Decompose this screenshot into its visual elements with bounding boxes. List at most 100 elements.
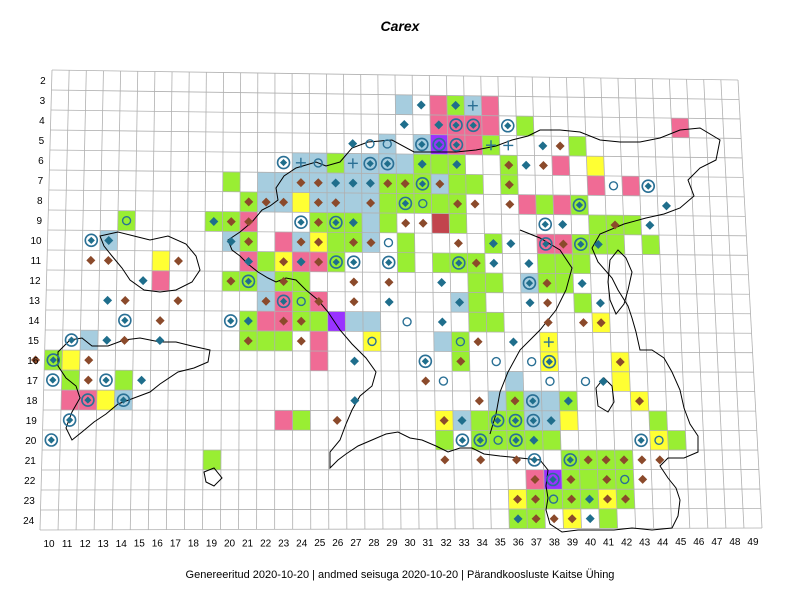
marker-diamond-brown <box>296 336 306 346</box>
column-label: 19 <box>206 539 218 550</box>
marker-plus <box>503 140 514 151</box>
marker-ring-diamond <box>573 237 588 252</box>
marker-diamond-brown <box>615 357 625 367</box>
row-label: 19 <box>26 416 38 427</box>
grid-square-green <box>468 312 487 333</box>
column-label: 38 <box>549 538 561 549</box>
marker-circle <box>654 435 664 445</box>
column-label: 43 <box>639 537 651 548</box>
row-label: 9 <box>37 216 43 227</box>
marker-diamond-brown <box>261 197 271 207</box>
grid-square-blue <box>80 330 99 351</box>
grid-square-blue <box>541 391 560 411</box>
marker-diamond-brown <box>366 238 376 248</box>
marker-ring-diamond <box>46 353 61 367</box>
column-label: 34 <box>477 538 489 549</box>
marker-diamond-blue <box>349 356 359 366</box>
marker-diamond-brown <box>470 199 480 209</box>
marker-ring-diamond <box>522 276 537 290</box>
marker-diamond-brown <box>504 180 514 190</box>
grid-line-vertical <box>531 76 546 529</box>
grid-square-pink <box>310 351 328 371</box>
grid-square-blue <box>345 311 364 332</box>
grid-line-horizontal <box>41 488 760 491</box>
marker-diamond-blue <box>348 178 358 188</box>
marker-diamond-blue <box>513 514 523 524</box>
grid-square-green <box>488 430 508 451</box>
grid-square-green <box>615 469 635 490</box>
marker-diamond-blue <box>226 236 236 246</box>
marker-circle <box>382 139 392 149</box>
grid-square-green <box>516 116 534 136</box>
marker-diamond-blue <box>137 375 147 385</box>
grid-line-vertical <box>147 71 156 530</box>
island-west-small <box>99 231 201 293</box>
grid-square-green <box>292 410 311 431</box>
marker-diamond-brown <box>601 455 611 465</box>
grid-line-vertical <box>566 77 582 529</box>
grid-square-pink <box>518 194 537 215</box>
grid-line-vertical <box>737 79 763 529</box>
marker-diamond-brown <box>296 178 306 188</box>
map-title: Carex <box>380 18 420 34</box>
marker-diamond-brown <box>566 474 576 484</box>
marker-diamond-blue <box>417 159 427 169</box>
marker-diamond-brown <box>296 237 306 247</box>
grid-line-vertical <box>548 77 564 529</box>
marker-diamond-blue <box>488 239 498 249</box>
row-label: 4 <box>39 116 45 127</box>
lake-large <box>607 249 633 315</box>
marker-diamond-blue <box>350 396 360 406</box>
marker-diamond-brown <box>567 494 577 504</box>
column-label: 46 <box>693 537 705 548</box>
marker-ring-diamond <box>415 137 429 152</box>
marker-ring-diamond <box>539 237 553 251</box>
column-label: 27 <box>350 538 362 549</box>
marker-circle <box>296 296 306 307</box>
marker-ring-diamond <box>452 256 466 270</box>
column-label: 45 <box>675 537 687 548</box>
marker-diamond-brown <box>313 217 323 227</box>
marker-ring-diamond <box>381 255 396 270</box>
marker-diamond-brown <box>435 179 445 189</box>
grid-square-pink <box>310 331 328 352</box>
marker-ring-diamond <box>418 354 433 369</box>
grid-square-pink <box>481 95 499 116</box>
marker-diamond-brown <box>453 199 463 209</box>
marker-ring-diamond <box>329 255 343 269</box>
row-label: 20 <box>25 436 37 447</box>
grid-square-green <box>667 430 687 451</box>
marker-ring-diamond <box>276 155 291 170</box>
grid-line-vertical <box>480 76 492 529</box>
marker-ring-diamond <box>81 393 95 407</box>
row-label: 14 <box>28 316 40 327</box>
marker-diamond-brown <box>244 237 254 247</box>
marker-diamond-blue <box>598 377 608 387</box>
marker-ring-diamond <box>363 156 377 171</box>
grid-line-vertical <box>291 73 294 530</box>
marker-diamond-blue <box>416 100 426 110</box>
marker-diamond-brown <box>383 178 393 188</box>
grid-square-green <box>579 469 599 490</box>
row-label: 11 <box>31 256 42 267</box>
grid-line-horizontal <box>51 69 739 81</box>
row-label: 13 <box>29 296 41 307</box>
column-label: 42 <box>621 537 633 548</box>
column-label: 16 <box>152 539 164 550</box>
column-label: 48 <box>729 537 741 548</box>
marker-diamond-brown <box>635 396 645 406</box>
grid-line-horizontal <box>39 527 763 531</box>
marker-ring-diamond <box>546 472 560 487</box>
marker-diamond-blue <box>104 235 114 245</box>
marker-diamond-brown <box>173 256 183 266</box>
grid-square-green <box>430 154 449 175</box>
marker-diamond-brown <box>243 336 253 346</box>
region-outline <box>57 127 721 533</box>
grid-square-pink <box>481 115 500 136</box>
grid-lines <box>39 69 763 531</box>
row-label: 3 <box>40 96 46 107</box>
marker-diamond-blue <box>661 201 671 211</box>
column-label: 20 <box>224 538 236 549</box>
marker-circle <box>121 215 132 226</box>
